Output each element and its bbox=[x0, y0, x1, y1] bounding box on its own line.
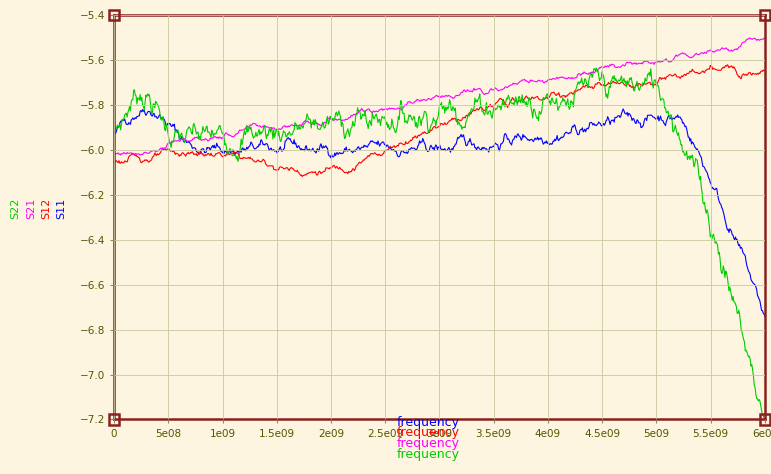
Text: frequency: frequency bbox=[396, 427, 460, 439]
Text: frequency: frequency bbox=[396, 438, 460, 450]
Text: S12: S12 bbox=[42, 198, 51, 219]
Text: frequency: frequency bbox=[396, 416, 460, 429]
Text: S21: S21 bbox=[26, 198, 35, 219]
Text: frequency: frequency bbox=[396, 448, 460, 461]
Text: S11: S11 bbox=[57, 198, 66, 219]
Text: S22: S22 bbox=[11, 198, 20, 219]
